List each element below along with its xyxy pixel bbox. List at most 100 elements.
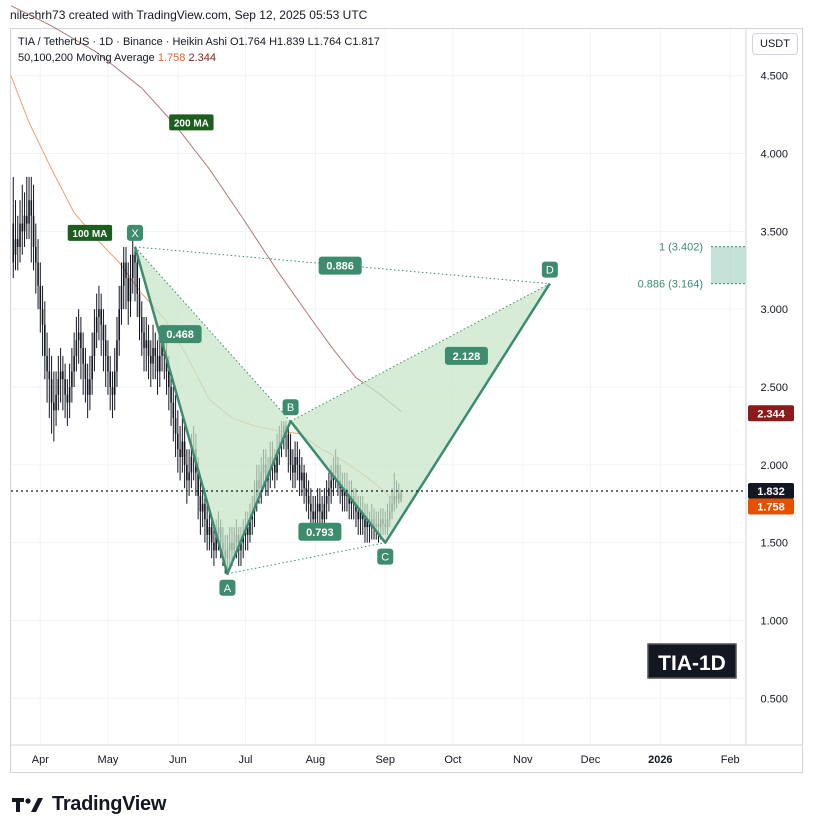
price-tick-label: 3.500 xyxy=(760,226,788,238)
watermark-box xyxy=(647,643,737,679)
candle-body xyxy=(152,348,154,364)
point-badge xyxy=(282,399,299,416)
candle-body xyxy=(95,316,98,333)
candle-body xyxy=(68,387,71,403)
candle-body xyxy=(190,457,193,473)
candle xyxy=(109,355,112,411)
candle-body xyxy=(197,472,199,496)
candle xyxy=(75,316,78,372)
candle-body xyxy=(84,363,87,380)
candle xyxy=(303,464,305,504)
candle-body xyxy=(91,355,93,380)
symbol-watermark: TIA-1D xyxy=(647,643,737,679)
candle xyxy=(89,355,91,411)
ma-label-badge xyxy=(169,114,214,131)
candle xyxy=(44,301,46,380)
pattern-dotted-xb xyxy=(134,246,291,422)
candle-body xyxy=(273,464,276,473)
candle-body xyxy=(64,379,66,395)
candle-body xyxy=(364,519,366,528)
candle-body xyxy=(206,519,208,535)
harmonic-pattern: X A B C D 0.468 0.793 2.128 0.886 100 MA 200 MA xyxy=(67,114,558,596)
ratio-text: 2.128 xyxy=(453,351,481,363)
candle xyxy=(32,184,35,271)
candle-body xyxy=(59,371,62,380)
candle-body xyxy=(77,332,80,341)
price-tag-box xyxy=(748,498,794,515)
candle-body xyxy=(111,387,114,395)
ratio-text: 0.793 xyxy=(306,527,334,539)
candle-body xyxy=(319,503,321,512)
candle xyxy=(136,254,139,317)
legend-ma-label: 50,100,200 Moving Average xyxy=(18,52,155,64)
candle-body xyxy=(165,355,168,372)
tradingview-logo-icon xyxy=(12,797,43,812)
pattern-point-b: B xyxy=(282,399,299,416)
pattern-legs xyxy=(133,246,551,576)
candle-body xyxy=(156,355,159,372)
candle-body xyxy=(183,441,186,465)
time-tick-label: Oct xyxy=(444,754,461,766)
candle xyxy=(104,324,107,387)
candle-body xyxy=(210,527,213,543)
point-label: X xyxy=(131,228,139,240)
candle xyxy=(154,332,157,380)
candle-body xyxy=(82,348,84,364)
candle-body xyxy=(120,285,123,310)
candle xyxy=(35,223,37,294)
watermark-text: TIA-1D xyxy=(658,652,726,675)
candle-body xyxy=(303,472,305,489)
ratio-label: 0.793 xyxy=(298,522,342,541)
candle-body xyxy=(12,223,15,263)
ratio-badge xyxy=(444,346,488,365)
candle-body xyxy=(341,488,344,496)
price-tag-text: 1.758 xyxy=(757,501,785,513)
candle xyxy=(170,371,172,426)
candle xyxy=(213,527,215,566)
candle xyxy=(305,472,308,512)
candle-body xyxy=(53,402,55,411)
candle-body xyxy=(35,246,37,263)
ratio-label: 0.886 xyxy=(318,256,362,275)
time-tick-label: 2026 xyxy=(648,754,672,766)
candle-body xyxy=(136,262,139,294)
candle-body xyxy=(208,527,211,535)
candle xyxy=(292,449,294,489)
price-tick-label: 4.500 xyxy=(760,71,788,83)
point-badge xyxy=(219,579,236,596)
candle xyxy=(86,363,89,419)
candle xyxy=(316,488,319,528)
candle xyxy=(53,371,55,442)
candle-body xyxy=(14,239,17,255)
candle-body xyxy=(89,379,91,395)
currency-button[interactable]: USDT xyxy=(752,33,798,55)
candle xyxy=(307,480,310,520)
candle-body xyxy=(37,262,39,286)
candle xyxy=(287,425,290,473)
candle xyxy=(59,348,62,403)
candle-body xyxy=(323,503,326,520)
candle xyxy=(39,262,42,333)
candle-body xyxy=(276,449,278,473)
candle-body xyxy=(287,433,290,450)
candle-body xyxy=(366,519,369,528)
candle xyxy=(57,355,60,411)
ratio-badge xyxy=(298,522,342,541)
candle xyxy=(62,355,64,411)
triangle-bcd xyxy=(290,283,550,543)
candle-body xyxy=(143,332,145,349)
candle xyxy=(100,293,102,356)
pattern-point-d: D xyxy=(541,261,558,278)
ma-label-badge xyxy=(67,224,113,241)
candle-body xyxy=(147,340,150,356)
candle xyxy=(310,488,312,528)
candle xyxy=(134,246,136,302)
candle xyxy=(84,348,87,403)
candle xyxy=(77,309,80,364)
candle xyxy=(296,441,299,481)
candle xyxy=(289,433,292,481)
candle-body xyxy=(48,371,51,380)
pattern-dotted-bd xyxy=(290,283,551,422)
candle-body xyxy=(21,223,24,232)
